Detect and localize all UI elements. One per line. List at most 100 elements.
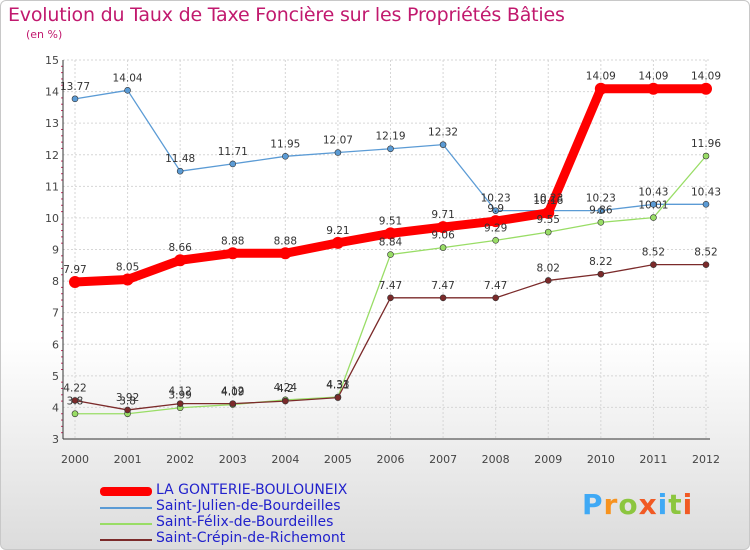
data-point bbox=[492, 237, 499, 244]
data-label: 3.8 bbox=[119, 396, 136, 408]
data-label: 9.29 bbox=[484, 222, 507, 234]
data-point bbox=[650, 261, 657, 268]
data-point bbox=[176, 167, 184, 175]
data-label: 9.71 bbox=[431, 209, 454, 221]
proxiti-logo: Proxiti bbox=[582, 488, 693, 521]
data-label: 4.12 bbox=[221, 386, 244, 398]
data-point bbox=[544, 277, 552, 284]
data-point bbox=[387, 251, 394, 258]
data-point bbox=[279, 247, 292, 260]
data-label: 7.47 bbox=[431, 280, 454, 292]
data-point bbox=[702, 261, 710, 268]
data-point bbox=[439, 141, 447, 148]
data-point bbox=[176, 400, 184, 407]
data-label: 14.04 bbox=[113, 72, 143, 84]
data-point bbox=[489, 215, 502, 228]
data-point bbox=[594, 82, 607, 95]
data-label: 8.02 bbox=[537, 262, 560, 274]
data-point bbox=[121, 273, 134, 286]
data-label: 4.24 bbox=[274, 382, 298, 394]
data-label: 10.43 bbox=[638, 186, 668, 198]
data-point bbox=[542, 206, 555, 219]
legend-label: Saint-Crépin-de-Richemont bbox=[156, 530, 346, 546]
x-tick-label: 2005 bbox=[324, 453, 352, 466]
data-label: 8.05 bbox=[116, 262, 139, 274]
data-label: 11.48 bbox=[165, 153, 195, 165]
data-point bbox=[544, 228, 552, 236]
data-point bbox=[597, 207, 605, 214]
x-tick-label: 2000 bbox=[61, 453, 89, 466]
data-label: 4.09 bbox=[221, 387, 244, 399]
y-tick-label: 10 bbox=[45, 212, 59, 225]
data-label: 10.01 bbox=[638, 200, 668, 212]
data-label: 12.32 bbox=[428, 127, 458, 139]
data-point bbox=[334, 394, 342, 401]
x-tick-label: 2011 bbox=[639, 453, 667, 466]
data-label: 11.96 bbox=[691, 138, 721, 150]
data-point bbox=[702, 201, 710, 208]
logo-letter: i bbox=[682, 488, 694, 521]
data-label: 10.23 bbox=[533, 193, 563, 205]
data-point bbox=[597, 270, 605, 278]
data-label: 10.23 bbox=[586, 193, 616, 205]
data-point bbox=[650, 214, 657, 221]
data-label: 12.07 bbox=[323, 135, 353, 147]
legend-label: LA GONTERIE-BOULOUNEIX bbox=[156, 482, 348, 498]
data-label: 8.88 bbox=[221, 235, 244, 247]
data-label: 9.55 bbox=[537, 214, 560, 226]
data-point bbox=[439, 294, 447, 302]
y-tick-label: 15 bbox=[45, 54, 59, 67]
data-point bbox=[282, 397, 289, 405]
x-tick-label: 2007 bbox=[429, 453, 457, 466]
data-label: 7.97 bbox=[63, 264, 86, 276]
logo-letter: o bbox=[618, 488, 639, 521]
y-tick-label: 13 bbox=[45, 117, 59, 130]
data-point bbox=[124, 87, 131, 94]
data-label: 11.71 bbox=[218, 146, 248, 158]
data-point bbox=[174, 254, 187, 267]
data-label: 9.9 bbox=[487, 203, 504, 215]
data-point bbox=[492, 294, 499, 302]
data-label: 7.47 bbox=[484, 280, 507, 292]
data-label: 14.09 bbox=[638, 71, 668, 83]
y-tick-label: 9 bbox=[52, 244, 59, 257]
data-point bbox=[331, 236, 344, 249]
logo-letter: t bbox=[668, 488, 683, 521]
y-tick-label: 5 bbox=[52, 370, 59, 383]
logo-letter: x bbox=[638, 488, 658, 521]
data-point bbox=[700, 82, 712, 95]
data-label: 3.8 bbox=[67, 396, 84, 408]
data-point bbox=[229, 400, 237, 407]
data-point bbox=[384, 227, 397, 240]
y-tick-label: 12 bbox=[45, 149, 59, 162]
y-tick-label: 6 bbox=[52, 338, 59, 351]
data-label: 11.95 bbox=[270, 138, 300, 150]
data-label: 10.43 bbox=[691, 186, 721, 198]
chart-subtitle: (en %) bbox=[26, 28, 63, 41]
x-tick-label: 2010 bbox=[587, 453, 615, 466]
legend-swatch-line bbox=[100, 487, 152, 496]
data-point bbox=[492, 207, 499, 214]
data-label: 8.84 bbox=[379, 237, 403, 249]
legend-label: Saint-Julien-de-Bourdeilles bbox=[156, 498, 341, 514]
data-label: 8.66 bbox=[168, 242, 192, 254]
data-point bbox=[439, 244, 447, 251]
x-tick-label: 2004 bbox=[271, 453, 299, 466]
data-point bbox=[124, 406, 131, 414]
logo-letter: i bbox=[657, 488, 669, 521]
data-label: 8.52 bbox=[694, 247, 717, 259]
data-label: 9.86 bbox=[589, 204, 613, 216]
data-point bbox=[387, 294, 394, 302]
data-label: 9.21 bbox=[326, 225, 349, 237]
x-tick-label: 2012 bbox=[692, 453, 720, 466]
data-label: 8.88 bbox=[274, 235, 297, 247]
data-point bbox=[702, 152, 710, 160]
data-point bbox=[437, 221, 450, 234]
logo-letter: P bbox=[582, 488, 604, 521]
legend-swatch-line bbox=[100, 539, 152, 541]
logo-letter: r bbox=[603, 488, 619, 521]
data-label: 13.77 bbox=[60, 81, 90, 93]
data-point bbox=[282, 153, 289, 160]
legend-label: Saint-Félix-de-Bourdeilles bbox=[156, 514, 334, 530]
